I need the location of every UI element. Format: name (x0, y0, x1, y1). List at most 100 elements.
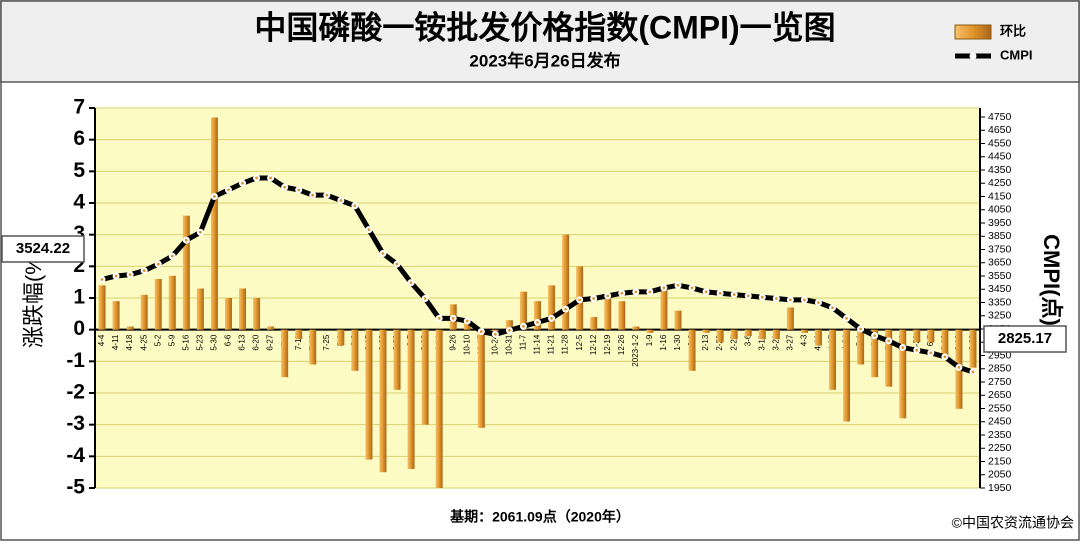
x-tick-label: 11-14 (533, 334, 542, 354)
cmpi-point-center (550, 317, 553, 320)
cmpi-point-center (662, 286, 666, 290)
x-tick-label: 1-30 (673, 334, 682, 351)
bar (98, 285, 106, 330)
y2-tick-label: 4250 (988, 177, 1012, 189)
cmpi-point-center (213, 195, 216, 198)
y2-tick-label: 2450 (988, 416, 1012, 428)
y-tick-label: -4 (66, 444, 85, 467)
cmpi-point-center (718, 291, 722, 295)
y-tick-label: -3 (66, 412, 85, 435)
y2-tick-label: 4450 (988, 151, 1012, 163)
cmpi-point-center (381, 252, 385, 255)
y2-tick-label: 3250 (988, 310, 1012, 322)
bar (857, 329, 865, 365)
cmpi-point-center (732, 293, 736, 296)
cmpi-point-center (803, 298, 806, 302)
cmpi-point-center (339, 199, 343, 202)
cmpi-point-center (887, 339, 891, 343)
x-tick-label: 9-26 (448, 334, 457, 351)
x-tick-label: 5-2 (153, 334, 162, 346)
cmpi-point-center (423, 297, 427, 300)
x-tick-label: 4-18 (125, 334, 134, 351)
y2-tick-label: 2550 (988, 402, 1012, 414)
cmpi-point-center (353, 204, 357, 208)
x-tick-label: 6-20 (252, 334, 261, 351)
cmpi-point-center (241, 181, 244, 185)
cmpi-point-center (620, 291, 624, 295)
cmpi-point-center (578, 298, 582, 302)
cmpi-point-center (522, 324, 525, 328)
cmpi-point-center (648, 290, 652, 294)
callout-box (1, 235, 85, 263)
cmpi-point-center (774, 297, 778, 300)
x-tick-label: 6-6 (224, 334, 233, 346)
bar (758, 329, 766, 340)
x-tick-label: 4-25 (139, 334, 148, 351)
y2-tick-label: 3950 (988, 217, 1012, 229)
y-tick-label: 6 (73, 127, 85, 150)
bar (871, 329, 879, 378)
x-tick-label: 5-29 (912, 334, 921, 351)
x-tick-label: 5-9 (167, 334, 176, 346)
cmpi-point-center (128, 273, 132, 277)
bar (421, 329, 429, 425)
legend-label: 环比 (1000, 23, 1026, 38)
cmpi-point-center (479, 330, 483, 334)
x-tick-label: 3-27 (785, 334, 794, 351)
cmpi-point-center (746, 294, 750, 298)
footnote: 基期：2061.09点（2020年） (450, 509, 630, 525)
bar (786, 307, 794, 330)
bar (800, 329, 808, 333)
x-tick-label: 5-23 (195, 334, 204, 351)
x-tick-label: 7-25 (322, 334, 331, 351)
bar (702, 329, 710, 333)
bar (941, 329, 949, 359)
x-tick-label: 12-12 (589, 334, 598, 355)
header (0, 0, 1080, 83)
x-tick-label: 11-28 (561, 334, 570, 354)
y2-tick-label: 1950 (988, 482, 1012, 494)
cmpi-point-center (283, 185, 287, 189)
x-tick-label: 2023-1-2 (631, 334, 640, 367)
cmpi-point-center (227, 188, 230, 192)
bar (393, 329, 401, 390)
cmpi-point-center (564, 307, 567, 311)
cmpi-point-center (831, 306, 834, 310)
bar (337, 329, 345, 346)
legend-label: CMPI (1000, 47, 1033, 62)
y2-tick-label: 3450 (988, 283, 1012, 295)
bar (632, 326, 640, 330)
cmpi-point-center (536, 320, 539, 324)
y-tick-label: 2 (73, 254, 85, 277)
y-tick-label: 4 (73, 191, 85, 214)
x-tick-label: 10-10 (462, 334, 471, 355)
chart-subtitle: 2023年6月26日发布 (469, 50, 620, 70)
x-tick-label: 12-19 (603, 334, 612, 355)
bar (660, 288, 668, 330)
source: ©中国农资流通协会 (952, 515, 1074, 531)
bar (463, 320, 471, 330)
x-tick-label: 10-24 (490, 334, 499, 355)
bar (196, 288, 204, 330)
bar (604, 294, 612, 330)
cmpi-point-center (508, 328, 511, 332)
bar (969, 329, 977, 368)
bar (913, 329, 921, 343)
y-tick-label: -1 (66, 349, 85, 372)
y2-tick-label: 2650 (988, 389, 1012, 401)
x-tick-label: 4-4 (97, 334, 106, 346)
cmpi-point-center (297, 188, 301, 192)
cmpi-point-center (325, 193, 329, 197)
cmpi-point-center (114, 274, 118, 278)
y2-axis-label: CMPI(点) (1039, 234, 1064, 326)
callout: 3524.22 (16, 240, 70, 257)
y-tick-label: 7 (73, 96, 85, 119)
cmpi-point-center (184, 238, 188, 242)
cmpi-point-center (592, 297, 596, 300)
x-tick-label: 1-16 (659, 334, 668, 351)
bar (688, 329, 696, 371)
bar (168, 275, 176, 330)
x-tick-label: 12-26 (617, 334, 626, 355)
